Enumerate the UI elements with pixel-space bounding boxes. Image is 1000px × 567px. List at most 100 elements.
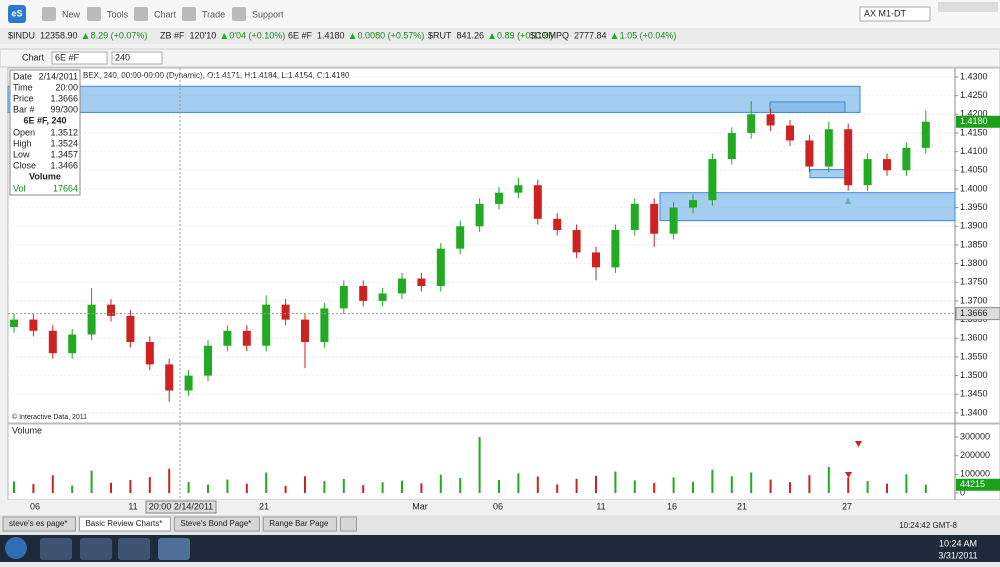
toolbar-icon[interactable] — [134, 7, 148, 21]
taskbar-es[interactable] — [158, 538, 190, 560]
toolbar-item[interactable]: Trade — [202, 9, 225, 19]
candle-body — [184, 375, 193, 391]
toolbar-icon[interactable] — [232, 7, 246, 21]
y-tick-label: 1.3400 — [960, 407, 988, 417]
tab-label[interactable]: steve's es page* — [9, 519, 67, 528]
search-text[interactable]: AX M1-DT — [864, 8, 907, 18]
up-arrow — [611, 33, 618, 39]
price-pane — [7, 67, 1000, 424]
candle-body — [689, 200, 697, 208]
window-buttons[interactable] — [938, 2, 998, 12]
zone — [659, 192, 956, 222]
data-label: Price — [13, 93, 34, 103]
start-button[interactable] — [5, 537, 27, 559]
zone — [809, 169, 846, 179]
y-tick-label: 1.3700 — [960, 295, 988, 305]
taskbar-ie[interactable] — [40, 538, 72, 560]
tab[interactable] — [2, 516, 76, 532]
tab[interactable] — [173, 516, 260, 532]
candle-body — [48, 330, 57, 354]
candle-body — [630, 203, 639, 231]
search-box[interactable] — [859, 6, 931, 22]
zone — [7, 85, 861, 113]
data-label: High — [13, 138, 32, 148]
up-arrow — [82, 33, 89, 39]
zone — [769, 101, 846, 113]
data-value: 17664 — [53, 183, 78, 193]
candle-body — [553, 218, 562, 231]
y-tick-label: 1.3600 — [960, 333, 988, 343]
toolbar-item[interactable]: Chart — [154, 9, 177, 19]
volume-tick-label: 0 — [960, 487, 965, 497]
tab-label[interactable]: Basic Review Charts* — [85, 519, 162, 528]
data-label: Close — [13, 160, 36, 170]
symbol-box[interactable] — [51, 51, 108, 65]
y-tick-label: 1.3950 — [960, 202, 988, 212]
sell-arrow — [855, 441, 862, 447]
candle-body — [650, 203, 659, 234]
data-value: 2/14/2011 — [39, 71, 78, 81]
add-tab[interactable] — [339, 516, 357, 532]
tab-label[interactable]: Steve's Bond Page* — [180, 519, 251, 528]
tab-label[interactable]: Range Bar Page — [269, 519, 329, 528]
data-label: Date — [13, 71, 32, 81]
candle-body — [107, 304, 115, 316]
taskbar-folder[interactable] — [80, 538, 112, 560]
interval[interactable]: 240 — [115, 52, 130, 62]
tab[interactable] — [78, 516, 171, 532]
volume-last: 44215 — [960, 479, 985, 489]
last-price-box — [956, 115, 1000, 128]
x-tick-label: 11 — [596, 501, 605, 511]
candle-body — [805, 140, 814, 167]
data-label: Bar # — [13, 104, 35, 114]
toolbar-item[interactable]: Tools — [107, 9, 129, 19]
ticker-symbol: $COMPQ — [530, 30, 569, 40]
candle-body — [786, 125, 794, 141]
candle-body — [844, 129, 853, 186]
toolbar-item[interactable]: New — [62, 9, 81, 19]
taskbar-media[interactable] — [118, 538, 150, 560]
x-tick-label: 16 — [667, 501, 677, 511]
ticker-last: 2777.84 — [574, 30, 607, 40]
logo[interactable]: eS — [11, 8, 22, 18]
ticker-change: 8.29 (+0.07%) — [91, 30, 148, 40]
candle-body — [10, 319, 18, 328]
symbol[interactable]: 6E #F — [55, 52, 80, 62]
ticker-bar — [0, 28, 1000, 44]
candle-body — [87, 304, 96, 335]
chart-toolbar — [0, 48, 1000, 68]
y-tick-label: 1.4300 — [960, 71, 988, 81]
ticker-last: 120'10 — [190, 30, 217, 40]
data-box — [9, 69, 81, 196]
data-value: 99/300 — [50, 104, 78, 114]
candle-body — [436, 248, 445, 287]
toolbar-icon[interactable] — [42, 7, 56, 21]
clock-date: 3/31/2011 — [938, 550, 977, 560]
toolbar-item[interactable]: Support — [252, 9, 284, 19]
logo-bg — [8, 5, 26, 23]
y-tick-label: 1.3850 — [960, 239, 988, 249]
interval-box[interactable] — [111, 51, 163, 65]
last-price: 1.4180 — [960, 116, 988, 126]
candle-body — [592, 252, 600, 268]
y-tick-label: 1.4000 — [960, 183, 988, 193]
candle-body — [766, 114, 775, 126]
ticker-change: 0.0080 (+0.57%) — [358, 30, 425, 40]
candle-body — [708, 159, 717, 201]
toolbar-icon[interactable] — [87, 7, 101, 21]
data-value: 1.3666 — [50, 93, 78, 103]
volume-tick-label: 300000 — [960, 431, 990, 441]
volume-title: Volume — [12, 425, 42, 435]
x-tick-label: 27 — [842, 501, 852, 511]
x-tick-label: Mar — [412, 501, 428, 511]
toolbar-icon[interactable] — [182, 7, 196, 21]
ticker-last: 841.26 — [457, 30, 485, 40]
candle-body — [301, 319, 309, 342]
volume-pane — [7, 423, 1000, 501]
candle-body — [475, 203, 484, 227]
tab[interactable] — [262, 516, 337, 532]
y-tick-label: 1.4050 — [960, 165, 988, 175]
candle-body — [611, 230, 620, 268]
copyright: © Interactive Data, 2011 — [12, 413, 87, 421]
